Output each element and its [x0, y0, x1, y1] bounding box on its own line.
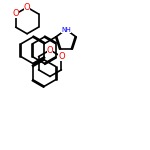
Text: NH: NH	[61, 27, 71, 33]
Text: O: O	[58, 52, 65, 61]
Text: O: O	[12, 9, 19, 18]
Text: O: O	[47, 45, 53, 54]
Text: O: O	[24, 3, 30, 12]
